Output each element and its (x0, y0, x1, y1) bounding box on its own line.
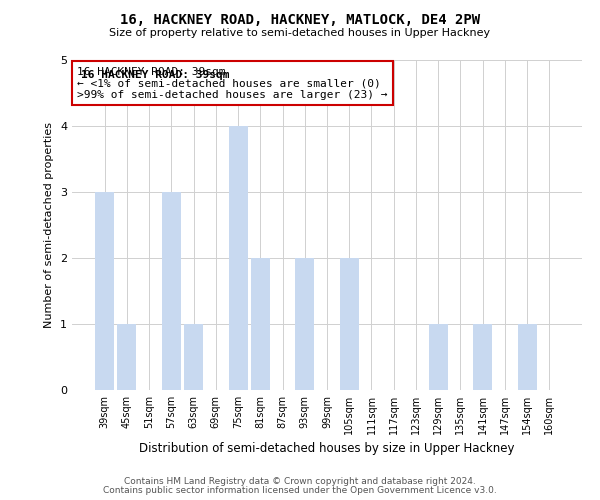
Bar (340, 258, 359, 390)
Bar (295, 258, 314, 390)
Bar (162, 192, 181, 390)
Bar (251, 258, 270, 390)
Text: 16, HACKNEY ROAD, HACKNEY, MATLOCK, DE4 2PW: 16, HACKNEY ROAD, HACKNEY, MATLOCK, DE4 … (120, 12, 480, 26)
Bar (429, 324, 448, 390)
Bar (473, 324, 492, 390)
Text: Size of property relative to semi-detached houses in Upper Hackney: Size of property relative to semi-detach… (109, 28, 491, 38)
Text: Contains public sector information licensed under the Open Government Licence v3: Contains public sector information licen… (103, 486, 497, 495)
Bar (95, 192, 114, 390)
Bar (518, 324, 536, 390)
Bar (118, 324, 136, 390)
Y-axis label: Number of semi-detached properties: Number of semi-detached properties (44, 122, 55, 328)
Text: 16 HACKNEY ROAD: 39sqm
← <1% of semi-detached houses are smaller (0)
>99% of sem: 16 HACKNEY ROAD: 39sqm ← <1% of semi-det… (77, 66, 388, 100)
Bar (184, 324, 203, 390)
Text: Contains HM Land Registry data © Crown copyright and database right 2024.: Contains HM Land Registry data © Crown c… (124, 477, 476, 486)
X-axis label: Distribution of semi-detached houses by size in Upper Hackney: Distribution of semi-detached houses by … (139, 442, 515, 456)
Bar (229, 126, 248, 390)
Text: 16 HACKNEY ROAD: 39sqm: 16 HACKNEY ROAD: 39sqm (81, 70, 230, 80)
